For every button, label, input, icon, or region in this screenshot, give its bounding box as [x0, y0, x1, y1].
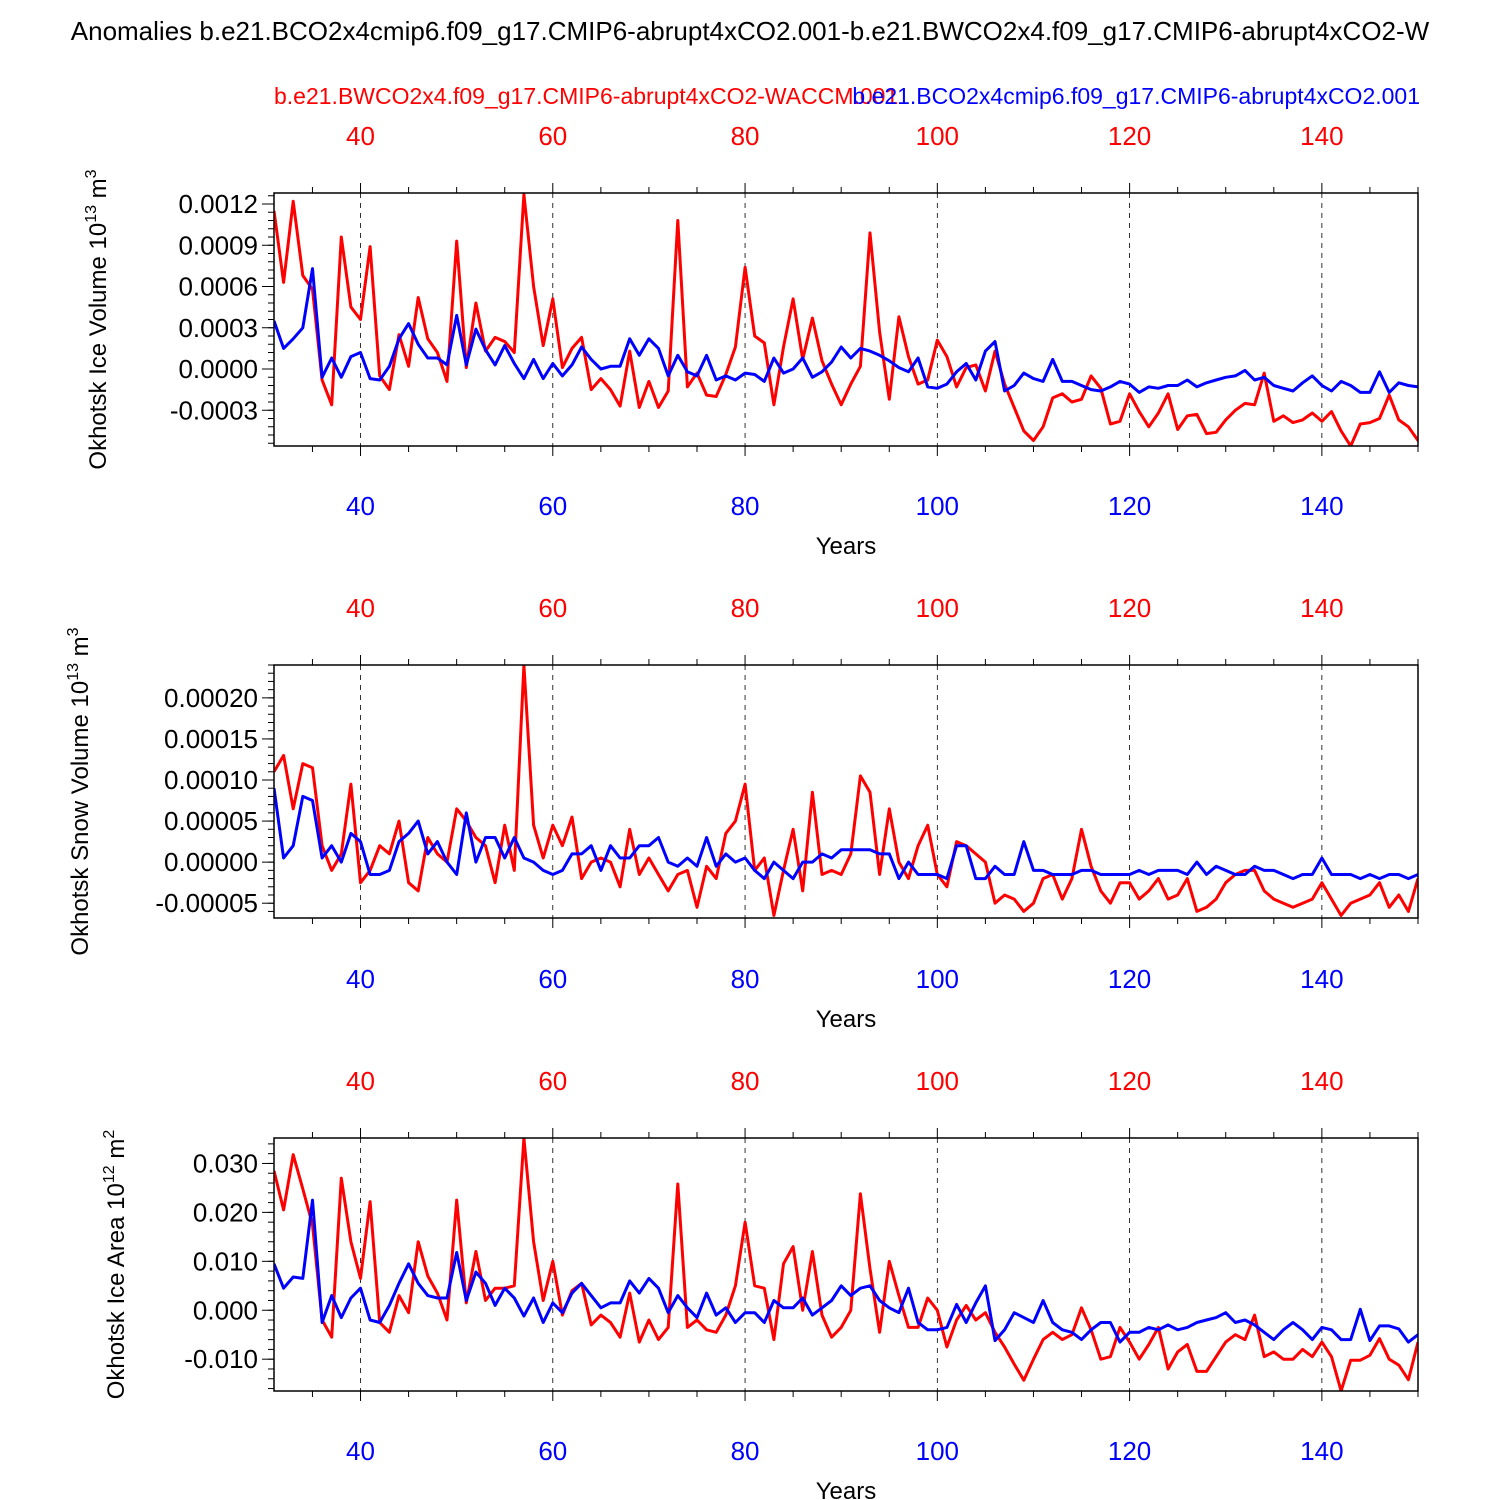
plot-frame	[273, 192, 1419, 447]
y-tick-label: 0.020	[193, 1197, 258, 1227]
x-tick-label-bottom: 40	[346, 1436, 375, 1466]
x-tick-label-top: 40	[346, 1066, 375, 1096]
y-axis-label: Okhotsk Ice Volume 1013 m3	[83, 169, 112, 469]
series-line-red	[274, 1138, 1418, 1391]
x-tick-label-bottom: 60	[538, 1436, 567, 1466]
x-tick-label-top: 120	[1108, 593, 1151, 623]
y-tick-label: 0.00000	[164, 847, 258, 877]
y-axis-label: Okhotsk Ice Area 1012 m2	[101, 1130, 130, 1400]
x-tick-label-top: 80	[731, 593, 760, 623]
x-tick-label-bottom: 60	[538, 964, 567, 994]
x-tick-label-bottom: 40	[346, 964, 375, 994]
y-axis-label: Okhotsk Snow Volume 1013 m3	[65, 627, 94, 955]
x-tick-label-bottom: 100	[916, 964, 959, 994]
x-tick-label-top: 40	[346, 593, 375, 623]
y-tick-label: 0.0009	[178, 230, 258, 260]
y-tick-label: 0.00005	[164, 806, 258, 836]
x-tick-label-top: 80	[731, 1066, 760, 1096]
x-tick-label-bottom: 120	[1108, 491, 1151, 521]
x-axis-label: Years	[816, 533, 877, 560]
legend-blue-label: b.e21.BCO2x4cmip6.f09_g17.CMIP6-abrupt4x…	[852, 83, 1420, 109]
x-tick-label-top: 100	[916, 121, 959, 151]
panel-1: 0.0012 0.0009 0.0006 0.0003 0.0000 -0.0003 40 4…	[83, 121, 1419, 560]
x-tick-label-top: 100	[916, 593, 959, 623]
x-tick-label-bottom: 80	[731, 491, 760, 521]
x-tick-label-bottom: 40	[346, 491, 375, 521]
series-line-blue	[274, 1198, 1418, 1344]
y-tick-label: 0.00020	[164, 683, 258, 713]
y-tick-label: -0.010	[184, 1344, 258, 1374]
x-tick-label-bottom: 100	[916, 1436, 959, 1466]
x-tick-label-top: 140	[1300, 1066, 1343, 1096]
legend-red-label: b.e21.BWCO2x4.f09_g17.CMIP6-abrupt4xCO2-…	[274, 83, 898, 109]
y-tick-label: 0.030	[193, 1148, 258, 1178]
panels-group: 0.0012 0.0009 0.0006 0.0003 0.0000 -0.0003 40 4…	[65, 121, 1419, 1500]
x-tick-label-top: 60	[538, 593, 567, 623]
x-tick-label-bottom: 100	[916, 491, 959, 521]
x-tick-label-top: 80	[731, 121, 760, 151]
series-line-blue	[274, 787, 1418, 881]
x-tick-label-bottom: 60	[538, 491, 567, 521]
y-tick-label: -0.00005	[155, 888, 258, 918]
y-tick-label: 0.010	[193, 1246, 258, 1276]
x-axis-label: Years	[816, 1006, 877, 1033]
plot-frame	[273, 664, 1419, 919]
chart-suptitle: Anomalies b.e21.BCO2x4cmip6.f09_g17.CMIP…	[71, 16, 1430, 46]
panel-2: 0.00020 0.00015 0.00010 0.00005 0.00000 -0.00…	[65, 593, 1419, 1033]
y-tick-label: -0.0003	[170, 395, 258, 425]
series-line-blue	[274, 267, 1418, 394]
x-tick-label-bottom: 140	[1300, 964, 1343, 994]
series-line-red	[274, 193, 1418, 446]
x-tick-label-top: 120	[1108, 121, 1151, 151]
y-tick-label: 0.0000	[178, 354, 258, 384]
x-tick-label-top: 140	[1300, 121, 1343, 151]
y-tick-label: 0.00010	[164, 765, 258, 795]
x-tick-label-top: 40	[346, 121, 375, 151]
x-axis-label: Years	[816, 1478, 877, 1500]
x-tick-label-bottom: 140	[1300, 1436, 1343, 1466]
x-tick-label-bottom: 140	[1300, 491, 1343, 521]
x-tick-label-bottom: 80	[731, 964, 760, 994]
x-tick-label-bottom: 80	[731, 1436, 760, 1466]
y-tick-label: 0.0006	[178, 272, 258, 302]
x-tick-label-bottom: 120	[1108, 1436, 1151, 1466]
x-tick-label-top: 100	[916, 1066, 959, 1096]
x-tick-label-top: 120	[1108, 1066, 1151, 1096]
y-tick-label: 0.0003	[178, 313, 258, 343]
series-line-red	[274, 665, 1418, 917]
x-tick-label-top: 60	[538, 1066, 567, 1096]
y-tick-label: 0.000	[193, 1295, 258, 1325]
panel-3: 0.030 0.020 0.010 0.000 -0.010 40 40 60 60 80 80 10…	[101, 1066, 1419, 1500]
y-tick-label: 0.00015	[164, 724, 258, 754]
x-tick-label-top: 60	[538, 121, 567, 151]
y-tick-label: 0.0012	[178, 189, 258, 219]
x-tick-label-bottom: 120	[1108, 964, 1151, 994]
plot-frame	[273, 1137, 1419, 1392]
x-tick-label-top: 140	[1300, 593, 1343, 623]
